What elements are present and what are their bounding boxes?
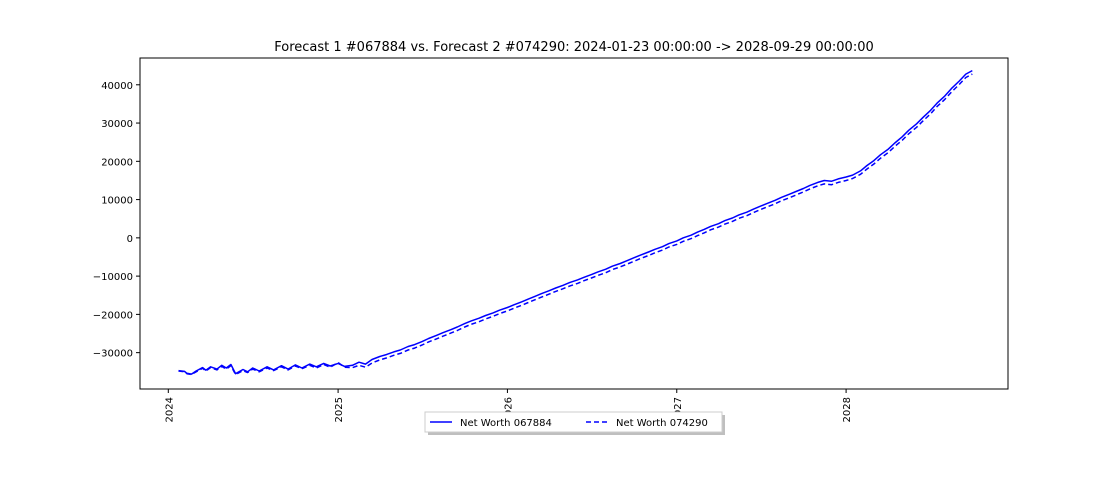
y-tick-label: 0: [127, 234, 133, 245]
x-tick-label: 2025: [334, 397, 345, 422]
x-tick-label: 2028: [842, 397, 853, 422]
plot-area-frame: [139, 57, 1009, 390]
y-tick-label: 30000: [101, 119, 133, 130]
y-tick-label: −10000: [93, 272, 133, 283]
x-axis: 2024 2025 2026 2027 2028: [164, 389, 853, 422]
y-tick-label: 20000: [101, 157, 133, 168]
y-axis: −30000 −20000 −10000 0 10000 20000 30000 40000: [93, 81, 140, 360]
chart-title: Forecast 1 #067884 vs. Forecast 2 #07429…: [274, 40, 874, 55]
series-layer: [178, 69, 973, 376]
legend-box: [424, 411, 723, 433]
series-line-2: [178, 73, 973, 376]
y-tick-label: 10000: [101, 196, 133, 207]
legend-label-series-1: Net Worth 067884: [460, 418, 552, 429]
x-tick-label: 2026: [503, 397, 514, 422]
x-tick-label: 2027: [673, 397, 684, 422]
series-line-1: [178, 69, 973, 375]
legend: Net Worth 067884 Net Worth 074290: [424, 411, 725, 435]
y-tick-label: −30000: [93, 349, 133, 360]
x-tick-label: 2024: [164, 397, 175, 422]
y-tick-label: −20000: [93, 310, 133, 321]
y-tick-label: 40000: [101, 81, 133, 92]
legend-label-series-2: Net Worth 074290: [616, 418, 708, 429]
